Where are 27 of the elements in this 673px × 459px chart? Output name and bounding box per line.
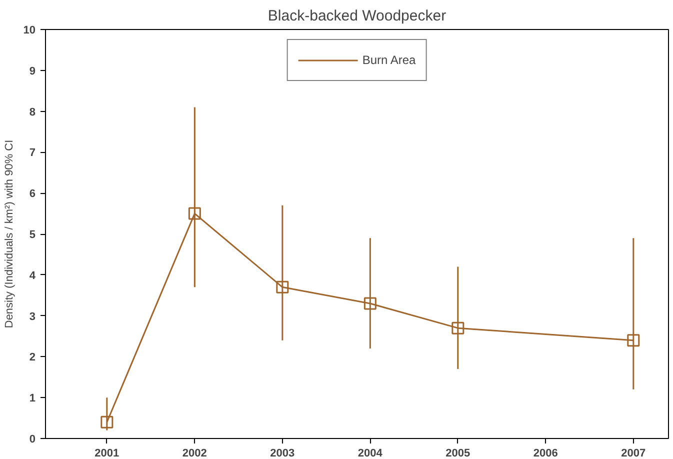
- y-tick-label: 3: [29, 310, 36, 323]
- y-tick-label: 7: [29, 147, 36, 160]
- point: [452, 322, 464, 334]
- y-tick-label: 5: [29, 229, 36, 241]
- x-tick-label: 2004: [358, 448, 384, 459]
- y-tick-label: 6: [29, 188, 36, 200]
- y-tick-label: 8: [29, 106, 36, 118]
- x-tick-label: 2006: [533, 448, 558, 459]
- point: [188, 207, 201, 220]
- y-tick-label: 4: [29, 270, 36, 282]
- legend-label: Burn Area: [362, 53, 416, 67]
- x-tick-label: 2003: [270, 448, 295, 459]
- x-tick-label: 2007: [621, 448, 646, 459]
- y-tick-label: 2: [29, 352, 36, 364]
- x-tick-label: 2002: [182, 448, 207, 459]
- point: [364, 297, 376, 310]
- x-tick-label: 2005: [446, 448, 470, 459]
- point: [627, 334, 640, 347]
- y-tick-label: 10: [23, 24, 36, 36]
- y-axis-title: Density (Individuals / km²) with 90% CI: [3, 140, 16, 328]
- y-tick-label: 1: [29, 392, 36, 405]
- y-tick-label: 9: [29, 65, 36, 78]
- point: [276, 280, 289, 294]
- point: [100, 416, 114, 428]
- y-tick-label: 0: [29, 434, 36, 446]
- chart-title: Black-backed Woodpecker: [268, 8, 446, 24]
- x-tick-label: 2001: [94, 448, 120, 459]
